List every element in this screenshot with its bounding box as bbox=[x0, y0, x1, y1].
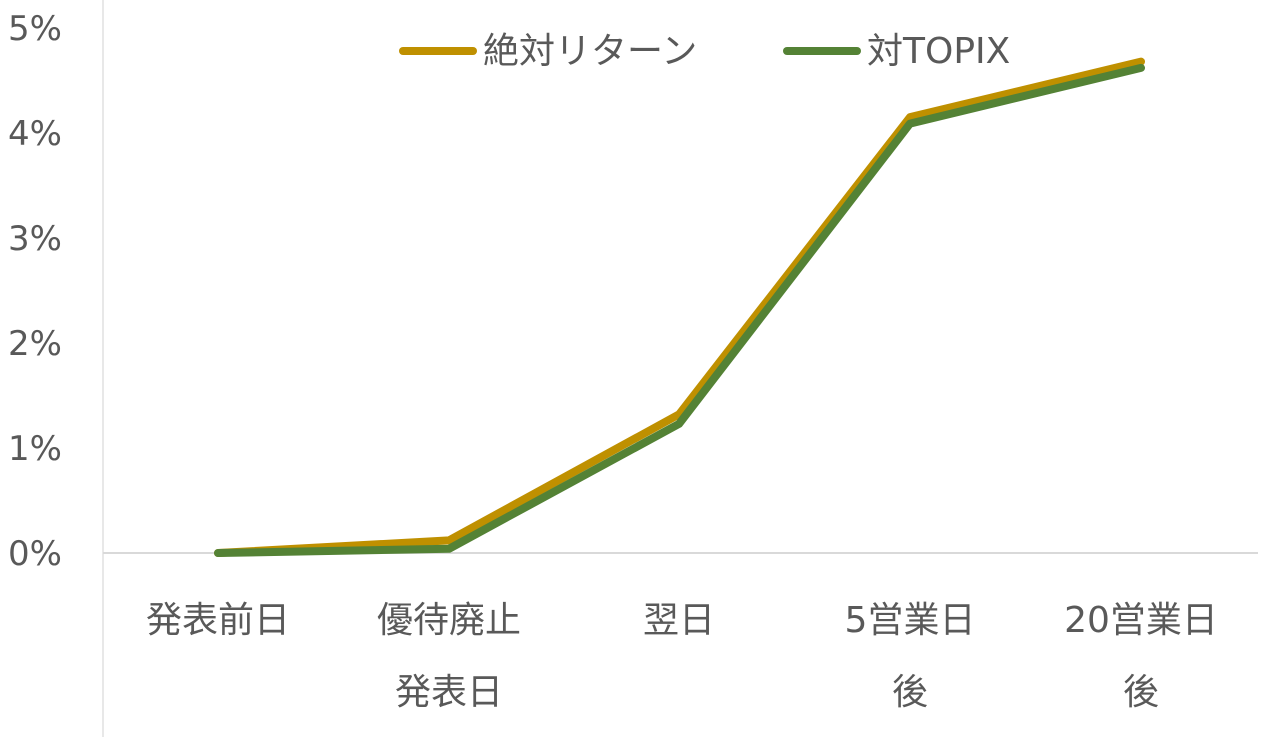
x-category-label: 後 bbox=[892, 672, 928, 713]
x-category-label: 発表日 bbox=[395, 672, 503, 713]
x-category-label: 優待廃止 bbox=[377, 600, 521, 641]
x-category-label: 20営業日 bbox=[1064, 600, 1218, 641]
x-category-label: 後 bbox=[1123, 672, 1159, 713]
series-lines bbox=[214, 57, 1145, 557]
series-line-1 bbox=[214, 57, 1145, 557]
legend-label: 絶対リターン bbox=[483, 31, 697, 72]
y-tick-label: 3% bbox=[8, 219, 62, 259]
y-tick-label: 4% bbox=[8, 114, 62, 154]
y-tick-labels: 0% 1% 2% 3% 4% 5% bbox=[8, 9, 62, 574]
y-tick-label: 1% bbox=[8, 429, 62, 469]
x-category-label: 翌日 bbox=[643, 600, 715, 641]
x-category-label: 5営業日 bbox=[845, 600, 976, 641]
y-tick-label: 2% bbox=[8, 324, 62, 364]
legend-label: 対TOPIX bbox=[867, 31, 1010, 72]
y-tick-label: 0% bbox=[8, 534, 62, 574]
series-line-2 bbox=[214, 63, 1145, 557]
y-tick-label: 5% bbox=[8, 9, 62, 49]
x-category-label: 発表前日 bbox=[146, 600, 290, 641]
legend: 絶対リターン 対TOPIX bbox=[399, 31, 1010, 72]
